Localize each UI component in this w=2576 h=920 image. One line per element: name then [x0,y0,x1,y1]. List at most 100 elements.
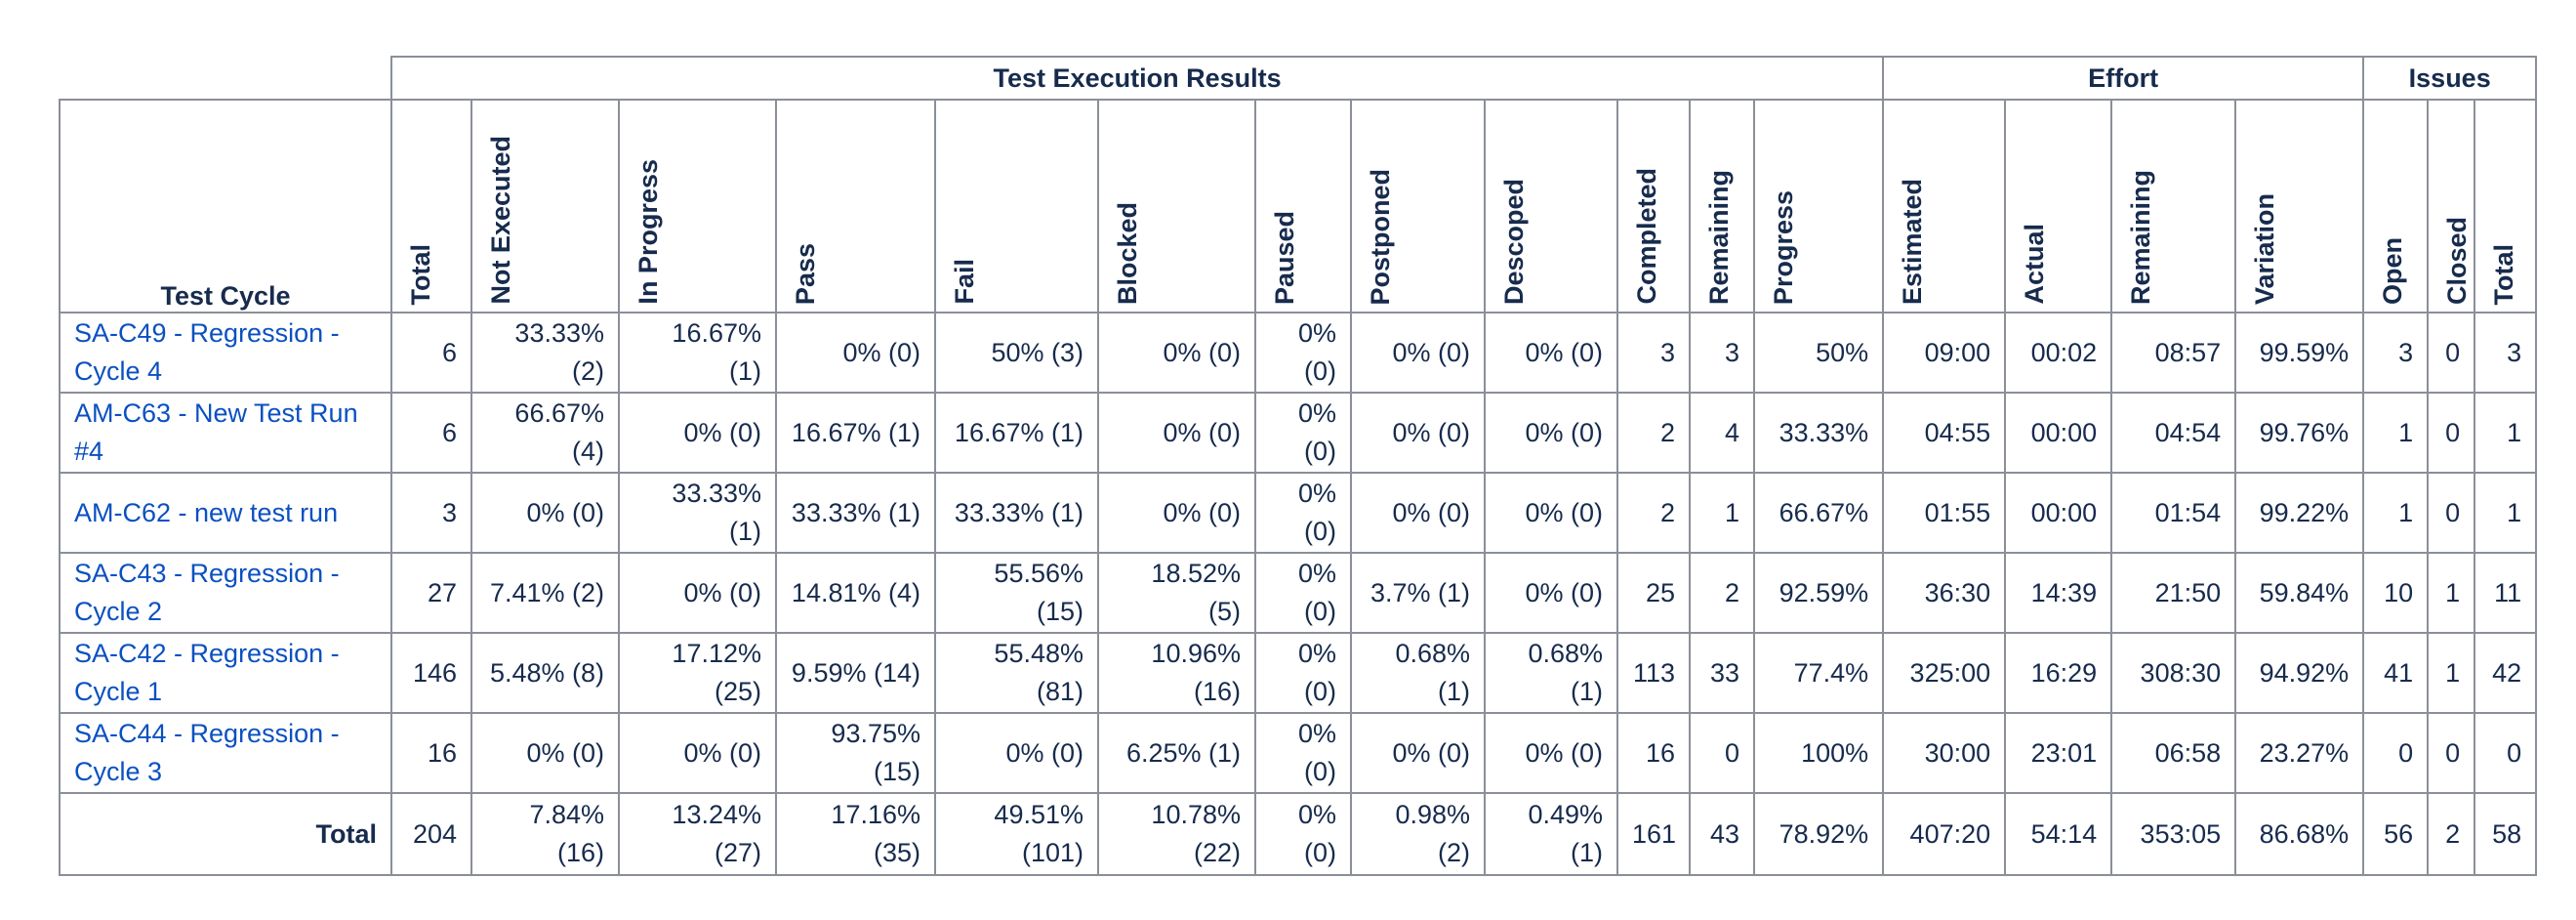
cell-effort-remaining: 06:58 [2110,712,2237,794]
cell-total: 16 [390,712,472,794]
group-header-effort: Effort [1882,56,2365,101]
table-body: SA-C49 - Regression - Cycle 4 6 33.33% (2)… [59,312,2538,876]
total-cell-variation: 86.68% [2234,792,2365,876]
cell-issues-total: 3 [2474,312,2538,394]
cell-in-progress: 33.33% (1) [618,472,777,554]
column-header-closed: Closed [2427,99,2476,314]
cell-variation: 99.59% [2234,312,2365,394]
column-header-fail: Fail [934,99,1099,314]
cell-effort-remaining: 21:50 [2110,552,2237,634]
test-cycle-cell: SA-C49 - Regression - Cycle 4 [59,312,392,394]
cell-descoped: 0% (0) [1484,552,1618,634]
column-header-postponed: Postponed [1350,99,1486,314]
cell-fail: 50% (3) [934,312,1099,394]
cell-postponed: 0% (0) [1350,312,1486,394]
cell-postponed: 0% (0) [1350,472,1486,554]
cell-estimated: 04:55 [1882,392,2007,474]
cell-progress: 100% [1752,712,1885,794]
cell-paused: 0% (0) [1254,472,1352,554]
cell-closed: 0 [2427,472,2476,554]
cell-paused: 0% (0) [1254,312,1352,394]
cell-blocked: 0% (0) [1097,312,1256,394]
table-row: AM-C62 - new test run 3 0% (0) 33.33% (1) 33… [59,472,2538,554]
cell-completed: 2 [1616,472,1691,554]
test-cycle-cell: AM-C62 - new test run [59,472,392,554]
cell-not-executed: 0% (0) [470,712,620,794]
group-header-test-execution: Test Execution Results [389,56,1885,101]
column-header-row: Test Cycle Total Not Executed In Progres… [59,99,2538,314]
cell-actual: 23:01 [2004,712,2113,794]
cell-progress: 77.4% [1752,632,1885,714]
total-cell-paused: 0% (0) [1254,792,1352,876]
cell-postponed: 0% (0) [1350,712,1486,794]
cell-closed: 0 [2427,712,2476,794]
cell-completed: 113 [1616,632,1691,714]
cell-open: 1 [2362,392,2430,474]
total-cell-postponed: 0.98% (2) [1350,792,1486,876]
cell-issues-total: 0 [2474,712,2538,794]
cell-postponed: 3.7% (1) [1350,552,1486,634]
cell-open: 1 [2362,472,2430,554]
table-row: SA-C44 - Regression - Cycle 3 16 0% (0) 0% … [59,712,2538,794]
cell-estimated: 09:00 [1882,312,2007,394]
cell-not-executed: 0% (0) [470,472,620,554]
cell-total: 27 [390,552,472,634]
cell-fail: 55.56% (15) [934,552,1099,634]
cell-progress: 33.33% [1752,392,1885,474]
total-cell-blocked: 10.78% (22) [1097,792,1256,876]
total-cell-issues-total: 58 [2474,792,2538,876]
test-cycle-link[interactable]: SA-C49 - Regression - Cycle 4 [74,318,340,386]
cell-blocked: 0% (0) [1097,392,1256,474]
total-cell-closed: 2 [2427,792,2476,876]
total-cell-open: 56 [2362,792,2430,876]
cell-estimated: 325:00 [1882,632,2007,714]
cell-fail: 55.48% (81) [934,632,1099,714]
cell-issues-total: 1 [2474,472,2538,554]
cell-remaining: 0 [1689,712,1755,794]
cell-pass: 14.81% (4) [775,552,936,634]
cell-total: 6 [390,392,472,474]
cell-actual: 00:02 [2004,312,2113,394]
cell-effort-remaining: 08:57 [2110,312,2237,394]
cell-paused: 0% (0) [1254,392,1352,474]
test-cycle-link[interactable]: SA-C42 - Regression - Cycle 1 [74,639,340,706]
test-cycle-link[interactable]: SA-C44 - Regression - Cycle 3 [74,719,340,786]
cell-variation: 23.27% [2234,712,2365,794]
cell-variation: 99.76% [2234,392,2365,474]
total-cell-effort-remaining: 353:05 [2110,792,2237,876]
cell-effort-remaining: 01:54 [2110,472,2237,554]
cell-progress: 66.67% [1752,472,1885,554]
cell-completed: 3 [1616,312,1691,394]
cell-completed: 16 [1616,712,1691,794]
test-cycle-cell: SA-C44 - Regression - Cycle 3 [59,712,392,794]
test-cycle-cell: SA-C43 - Regression - Cycle 2 [59,552,392,634]
column-header-open: Open [2362,99,2430,314]
cell-open: 3 [2362,312,2430,394]
column-header-estimated: Estimated [1882,99,2007,314]
test-cycle-link[interactable]: SA-C43 - Regression - Cycle 2 [74,559,340,626]
cell-issues-total: 11 [2474,552,2538,634]
test-cycle-link[interactable]: AM-C62 - new test run [74,497,339,527]
test-cycle-cell: AM-C63 - New Test Run #4 [59,392,392,474]
test-cycle-link[interactable]: AM-C63 - New Test Run #4 [74,398,358,466]
cell-variation: 99.22% [2234,472,2365,554]
cell-open: 41 [2362,632,2430,714]
cell-not-executed: 7.41% (2) [470,552,620,634]
cell-remaining: 3 [1689,312,1755,394]
cell-total: 146 [390,632,472,714]
cell-in-progress: 0% (0) [618,392,777,474]
total-cell-fail: 49.51% (101) [934,792,1099,876]
cell-estimated: 36:30 [1882,552,2007,634]
cell-closed: 1 [2427,632,2476,714]
cell-completed: 2 [1616,392,1691,474]
cell-remaining: 4 [1689,392,1755,474]
test-cycle-cell: SA-C42 - Regression - Cycle 1 [59,632,392,714]
total-cell-progress: 78.92% [1752,792,1885,876]
table-row: SA-C49 - Regression - Cycle 4 6 33.33% (2)… [59,312,2538,394]
cell-closed: 0 [2427,392,2476,474]
cell-remaining: 2 [1689,552,1755,634]
group-header-issues: Issues [2362,56,2538,101]
cell-variation: 59.84% [2234,552,2365,634]
cell-remaining: 1 [1689,472,1755,554]
cell-fail: 33.33% (1) [934,472,1099,554]
